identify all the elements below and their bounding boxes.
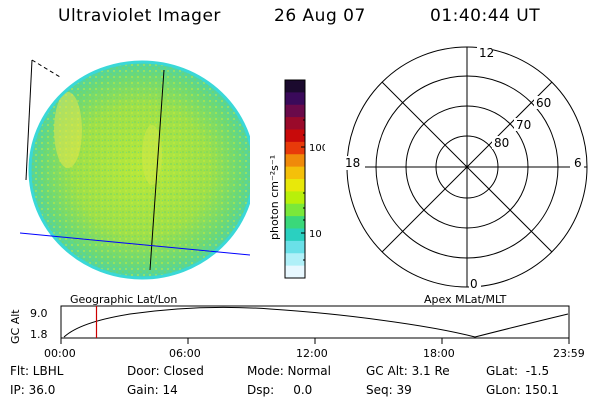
colorbar-cell bbox=[285, 240, 305, 254]
door-status: Door: Closed bbox=[127, 364, 204, 378]
earth-disk bbox=[28, 60, 250, 280]
gc-alt-tick-high: 9.0 bbox=[30, 307, 48, 320]
colorbar-tick-100: 100 bbox=[309, 143, 325, 154]
mlt-label-12: 12 bbox=[479, 46, 494, 60]
mlat-label-80: 80 bbox=[494, 136, 509, 150]
ip-status: IP: 36.0 bbox=[10, 383, 56, 397]
colorbar-cell bbox=[285, 104, 305, 118]
timeline-ticks bbox=[60, 338, 570, 344]
time-tick-0600: 06:00 bbox=[169, 347, 201, 360]
dsp-status: Dsp: 0.0 bbox=[247, 383, 313, 397]
colorbar-ticks bbox=[301, 119, 305, 261]
seq-status: Seq: 39 bbox=[366, 383, 412, 397]
colorbar-cell bbox=[285, 228, 305, 242]
uv-image-panel bbox=[20, 59, 250, 280]
colorbar-gradient bbox=[285, 80, 305, 279]
instrument-title: Ultraviolet Imager bbox=[58, 6, 221, 26]
time-tick-1200: 12:00 bbox=[296, 347, 328, 360]
mlt-label-0: 0 bbox=[470, 277, 478, 290]
glon-status: GLon: 150.1 bbox=[486, 383, 559, 397]
polar-mlt-plot: 12 6 0 18 80 70 60 bbox=[343, 46, 588, 290]
colorbar-unit-label: photon cm⁻²s⁻¹ bbox=[268, 155, 281, 240]
colorbar-cell bbox=[285, 203, 305, 217]
gain-status: Gain: 14 bbox=[127, 383, 178, 397]
mlt-label-18: 18 bbox=[345, 156, 360, 170]
mlat-label-70: 70 bbox=[516, 118, 531, 132]
colorbar-tick-10: 10 bbox=[309, 229, 322, 240]
altitude-timeline: GC Alt 9.0 1.8 00:00 06:00 12:00 18:00 2… bbox=[9, 305, 585, 360]
apex-coord-label: Apex MLat/MLT bbox=[424, 293, 507, 306]
colorbar-cell bbox=[285, 129, 305, 143]
colorbar-cell bbox=[285, 80, 305, 93]
colorbar-cell bbox=[285, 92, 305, 106]
geographic-coord-label: Geographic Lat/Lon bbox=[70, 293, 178, 306]
colorbar-cell bbox=[285, 166, 305, 180]
colorbar-cell bbox=[285, 154, 305, 168]
altitude-curve bbox=[63, 306, 569, 338]
polar-grid bbox=[346, 46, 588, 288]
colorbar-cell bbox=[285, 265, 305, 279]
mlt-label-6: 6 bbox=[574, 156, 582, 170]
time-label: 01:40:44 UT bbox=[430, 6, 541, 26]
time-tick-1800: 18:00 bbox=[423, 347, 455, 360]
gc-alt-axis-label: GC Alt bbox=[9, 309, 22, 344]
geographic-grid-lines bbox=[20, 59, 250, 271]
filter-status: Flt: LBHL bbox=[10, 364, 64, 378]
colorbar-cell bbox=[285, 141, 305, 155]
timeline-frame bbox=[60, 305, 570, 339]
mode-status: Mode: Normal bbox=[247, 364, 331, 378]
mlat-label-60: 60 bbox=[536, 96, 551, 110]
color-scale-bar: 100 10 photon cm⁻²s⁻¹ bbox=[268, 79, 325, 279]
colorbar-cell bbox=[285, 117, 305, 131]
colorbar-cell bbox=[285, 191, 305, 205]
colorbar-cell bbox=[285, 216, 305, 230]
time-tick-0000: 00:00 bbox=[44, 347, 76, 360]
colorbar-cell bbox=[285, 253, 305, 267]
glat-status: GLat: -1.5 bbox=[486, 364, 550, 378]
gc-alt-status: GC Alt: 3.1 Re bbox=[366, 364, 450, 378]
colorbar-cell bbox=[285, 179, 305, 192]
date-label: 26 Aug 07 bbox=[274, 6, 366, 26]
gc-alt-tick-low: 1.8 bbox=[30, 328, 48, 341]
time-tick-2359: 23:59 bbox=[553, 347, 585, 360]
